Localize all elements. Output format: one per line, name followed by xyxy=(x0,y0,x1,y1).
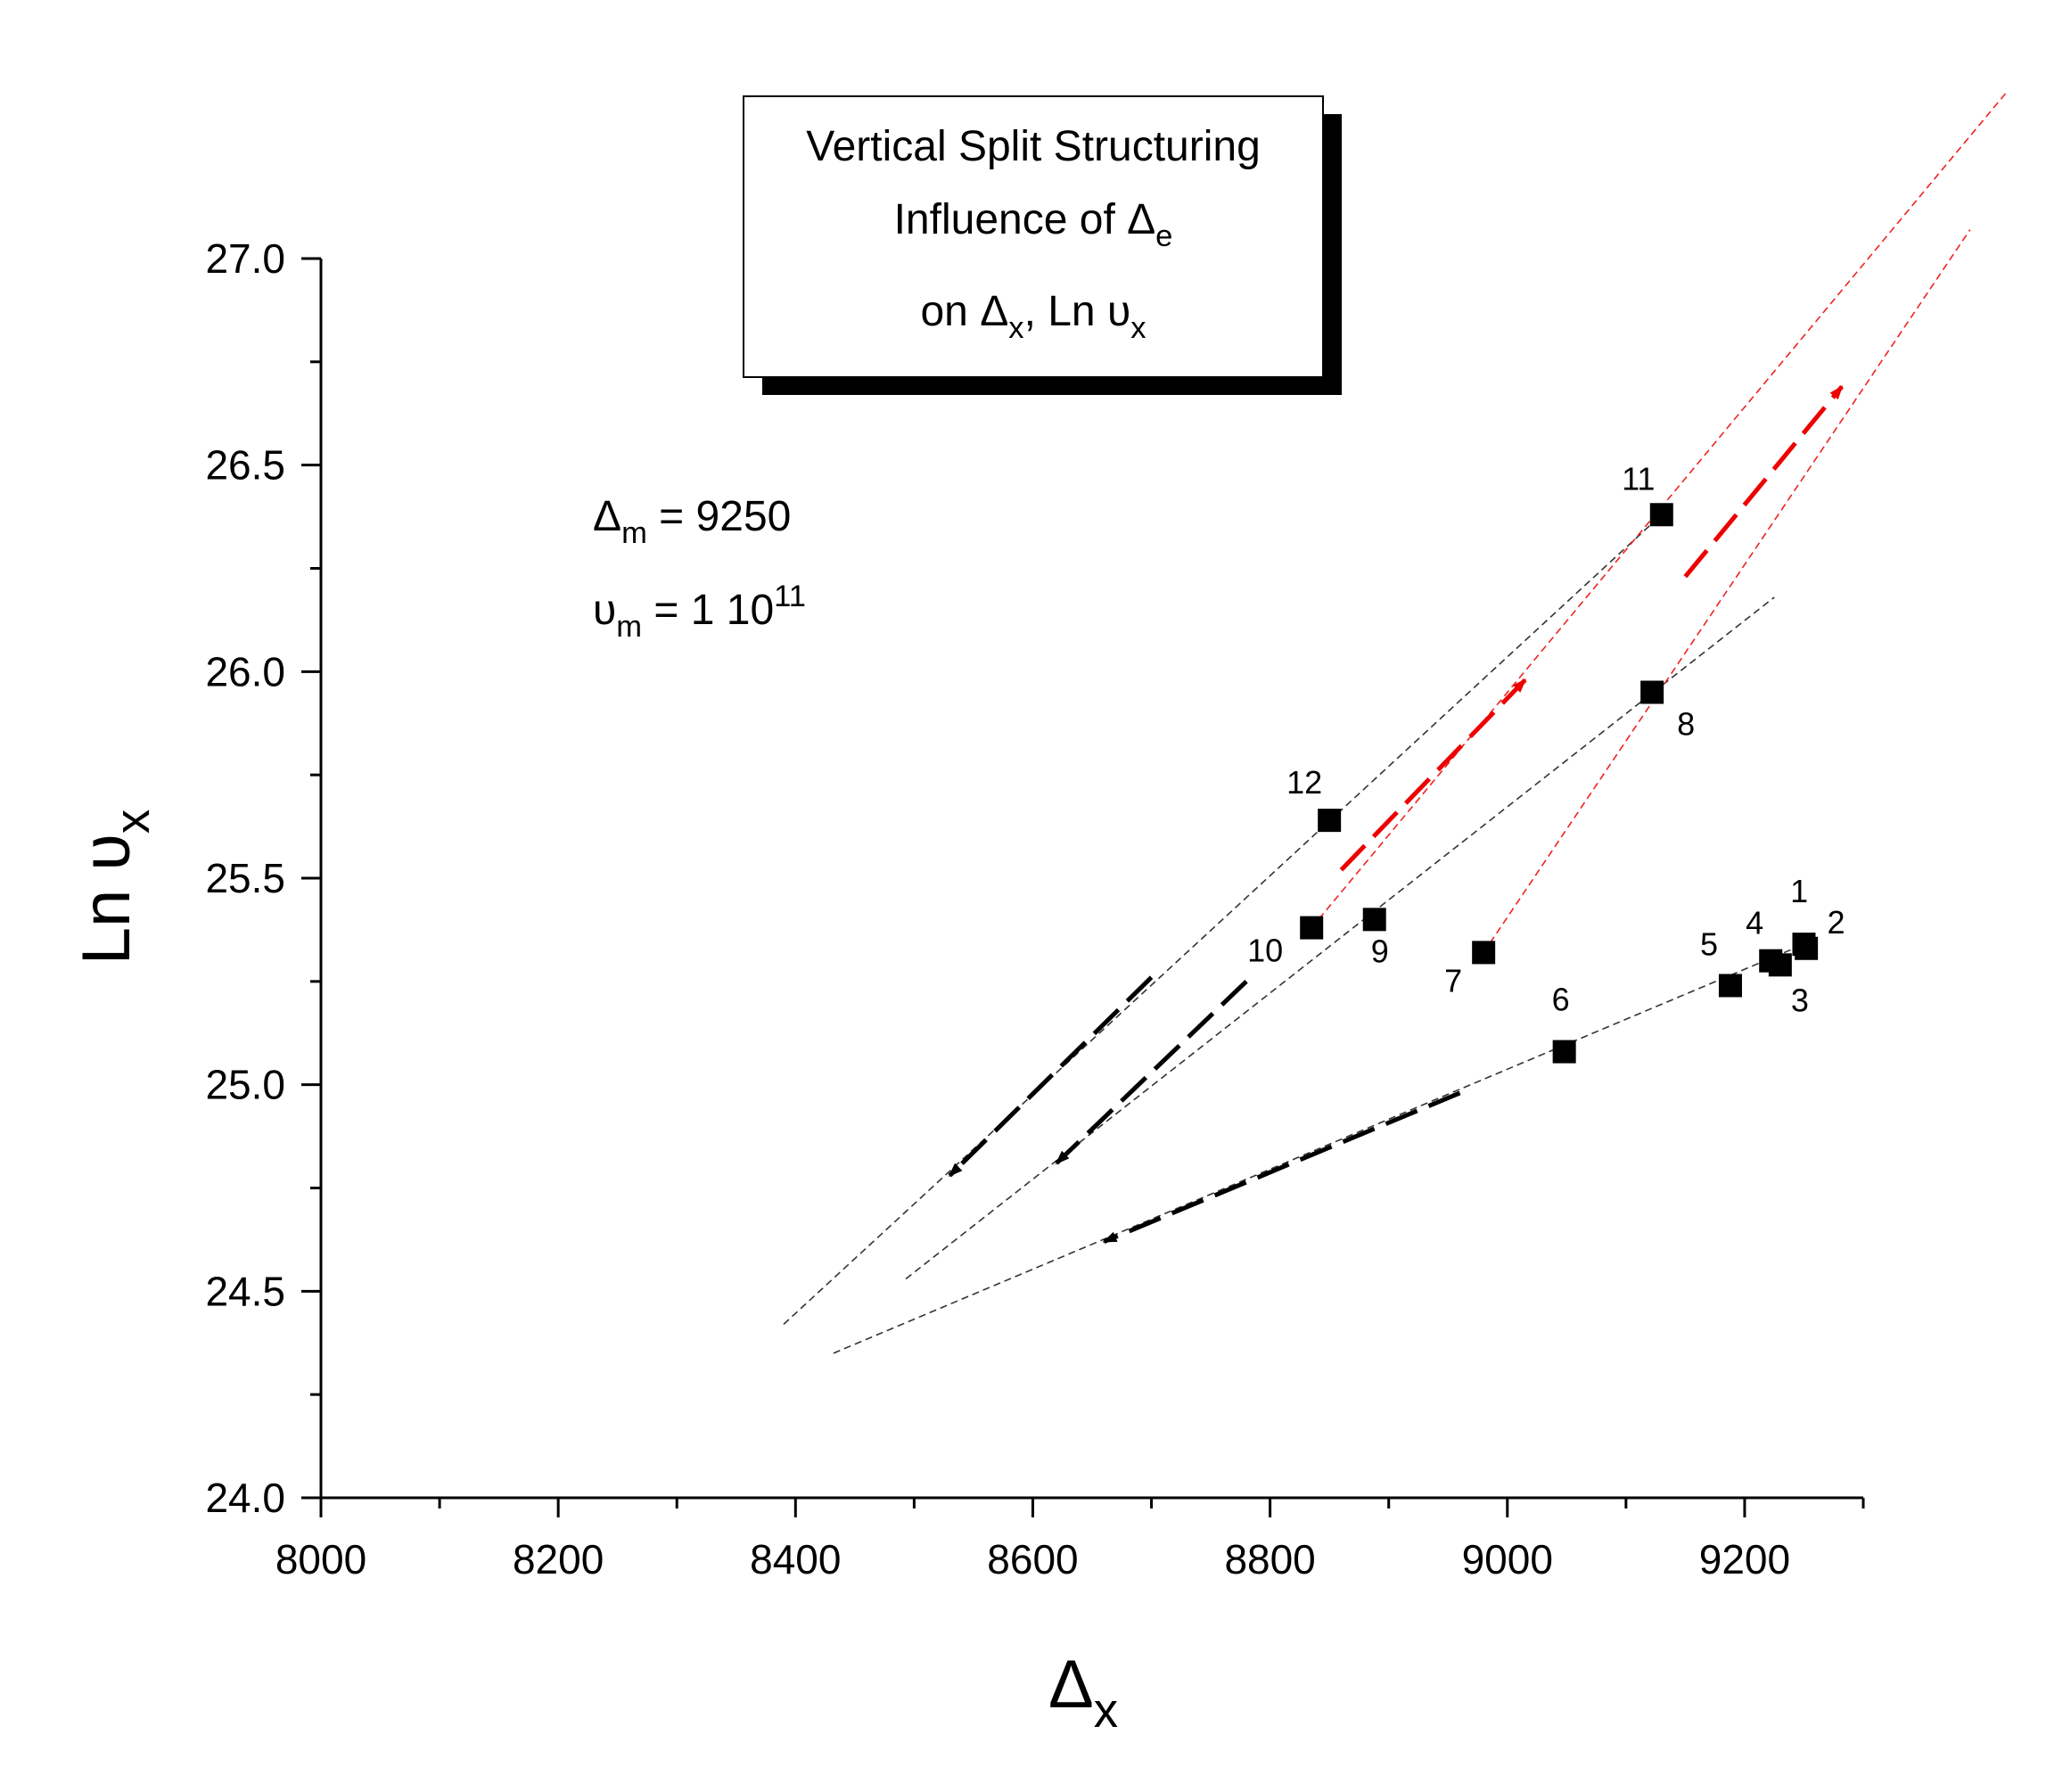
arrows xyxy=(948,385,1844,1245)
y-tick-label: 27.0 xyxy=(205,235,285,282)
tick-labels: 8000 8200 8400 8600 8800 9000 9200 24.0 24.5 25.0… xyxy=(205,235,1790,1582)
data-point xyxy=(1649,503,1673,527)
point-label: 7 xyxy=(1444,962,1462,999)
y-tick-label: 26.0 xyxy=(205,648,285,695)
data-point xyxy=(1300,916,1324,940)
param-delta-m: Δm = 9250 xyxy=(593,493,791,550)
ticks xyxy=(301,257,1865,1517)
x-tick-label: 8000 xyxy=(275,1536,366,1582)
data-point xyxy=(1718,974,1742,998)
data-point xyxy=(1792,933,1816,957)
title-box-frame xyxy=(743,95,1324,378)
x-tick-label: 8400 xyxy=(750,1536,841,1582)
red-arrow-left xyxy=(1339,678,1527,872)
black-trend-upper xyxy=(783,514,1663,1325)
axes xyxy=(319,259,1863,1500)
point-label: 10 xyxy=(1247,933,1283,969)
x-tick-label: 9200 xyxy=(1699,1536,1790,1582)
black-arrow-middle xyxy=(1055,980,1248,1165)
title-line-3: on Δx, Ln υx xyxy=(920,288,1146,345)
y-axis-title: Ln υx xyxy=(69,810,160,966)
point-label: 3 xyxy=(1791,982,1809,1018)
data-point xyxy=(1759,949,1783,973)
point-label: 8 xyxy=(1677,706,1695,743)
y-tick-label: 26.5 xyxy=(205,442,285,489)
point-label: 6 xyxy=(1552,982,1570,1018)
point-label: 9 xyxy=(1371,933,1389,969)
x-tick-label: 9000 xyxy=(1462,1536,1553,1582)
y-tick-label: 24.0 xyxy=(205,1475,285,1521)
black-trend-lower xyxy=(833,943,1804,1354)
data-point xyxy=(1318,809,1342,833)
black-trend-middle xyxy=(905,596,1775,1280)
point-label: 1 xyxy=(1790,873,1808,909)
black-arrow-upper xyxy=(948,975,1154,1178)
point-label: 12 xyxy=(1286,764,1322,801)
red-arrow-right xyxy=(1683,385,1844,579)
red-trend-left xyxy=(1311,93,2007,929)
trend-lines xyxy=(783,93,2007,1354)
data-point xyxy=(1362,908,1386,932)
data-point xyxy=(1472,941,1496,965)
black-arrow-lower xyxy=(1102,1090,1461,1245)
point-label: 4 xyxy=(1746,905,1763,941)
point-label: 11 xyxy=(1622,460,1655,497)
title-box: Vertical Split Structuring Influence of … xyxy=(743,95,1342,395)
y-tick-label: 25.5 xyxy=(205,855,285,901)
data-points xyxy=(1300,503,1819,1064)
red-trend-right xyxy=(1483,229,1971,953)
point-label: 5 xyxy=(1700,925,1718,962)
param-upsilon-m: υm = 1 1011 xyxy=(593,580,806,644)
y-tick-label: 24.5 xyxy=(205,1268,285,1314)
y-tick-label: 25.0 xyxy=(205,1062,285,1108)
title-line-2: Influence of Δe xyxy=(894,196,1173,253)
x-axis-title: Δx xyxy=(1048,1647,1118,1738)
point-label: 2 xyxy=(1827,904,1845,941)
title-line-1: Vertical Split Structuring xyxy=(806,123,1261,170)
x-tick-label: 8200 xyxy=(513,1536,604,1582)
x-tick-label: 8800 xyxy=(1224,1536,1315,1582)
data-point xyxy=(1640,680,1664,704)
data-point xyxy=(1552,1040,1576,1064)
x-tick-label: 8600 xyxy=(987,1536,1078,1582)
